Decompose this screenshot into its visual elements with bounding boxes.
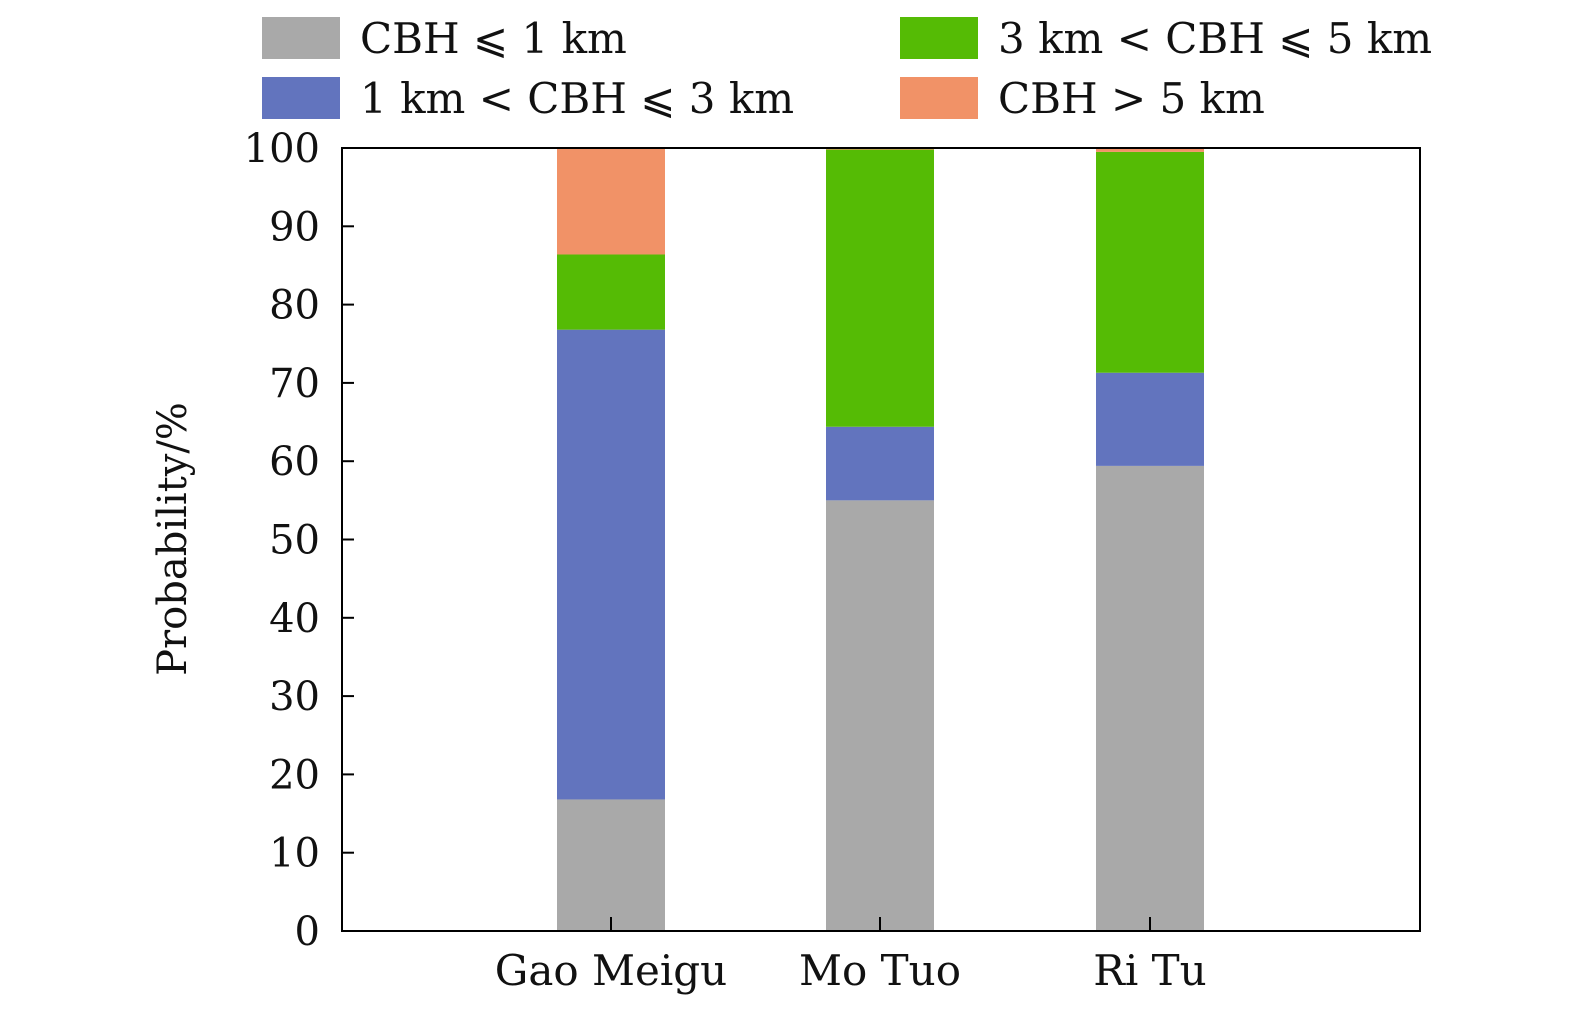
- y-tick-label: 60: [269, 439, 320, 485]
- bar-ri-tu-series-1: [1096, 372, 1204, 466]
- bar-ri-tu-series-2: [1096, 151, 1204, 373]
- x-axis: Gao Meigu Mo Tuo Ri Tu: [495, 917, 1207, 995]
- x-tick-label: Ri Tu: [1093, 946, 1206, 995]
- y-tick-label: 70: [269, 361, 320, 407]
- y-tick-label: 100: [244, 126, 320, 172]
- bar-gao-meigu-series-2: [557, 254, 665, 330]
- bar-gao-meigu-series-3: [557, 148, 665, 255]
- y-tick-label: 80: [269, 283, 320, 329]
- bars: [557, 148, 1204, 931]
- y-tick-label: 10: [269, 831, 320, 877]
- legend: CBH ⩽ 1 km 1 km < CBH ⩽ 3 km 3 km < CBH ⩽ …: [262, 14, 1432, 123]
- x-tick-label: Mo Tuo: [799, 946, 961, 995]
- x-tick-label: Gao Meigu: [495, 946, 727, 995]
- legend-label: 1 km < CBH ⩽ 3 km: [360, 74, 794, 123]
- bar-mo-tuo-series-1: [826, 426, 934, 501]
- bar-ri-tu-series-0: [1096, 465, 1204, 931]
- y-tick-label: 30: [269, 674, 320, 720]
- legend-label: 3 km < CBH ⩽ 5 km: [998, 14, 1432, 63]
- legend-swatch: [900, 17, 978, 59]
- y-tick-label: 90: [269, 204, 320, 250]
- bar-ri-tu-series-3: [1096, 148, 1204, 152]
- bar-mo-tuo-series-0: [826, 500, 934, 931]
- y-tick-label: 0: [295, 909, 320, 955]
- legend-label: CBH > 5 km: [998, 74, 1265, 123]
- legend-swatch: [900, 77, 978, 119]
- legend-swatch: [262, 77, 340, 119]
- y-tick-label: 40: [269, 596, 320, 642]
- bar-gao-meigu-series-1: [557, 329, 665, 800]
- legend-label: CBH ⩽ 1 km: [360, 14, 627, 63]
- bar-gao-meigu-series-0: [557, 799, 665, 931]
- y-axis: 0 10 20 30 40 50 60 70 80 90 100: [244, 126, 354, 955]
- y-axis-label: Probability/%: [150, 402, 196, 676]
- legend-swatch: [262, 17, 340, 59]
- y-tick-label: 50: [269, 518, 320, 564]
- bar-mo-tuo-series-2: [826, 149, 934, 427]
- y-tick-label: 20: [269, 752, 320, 798]
